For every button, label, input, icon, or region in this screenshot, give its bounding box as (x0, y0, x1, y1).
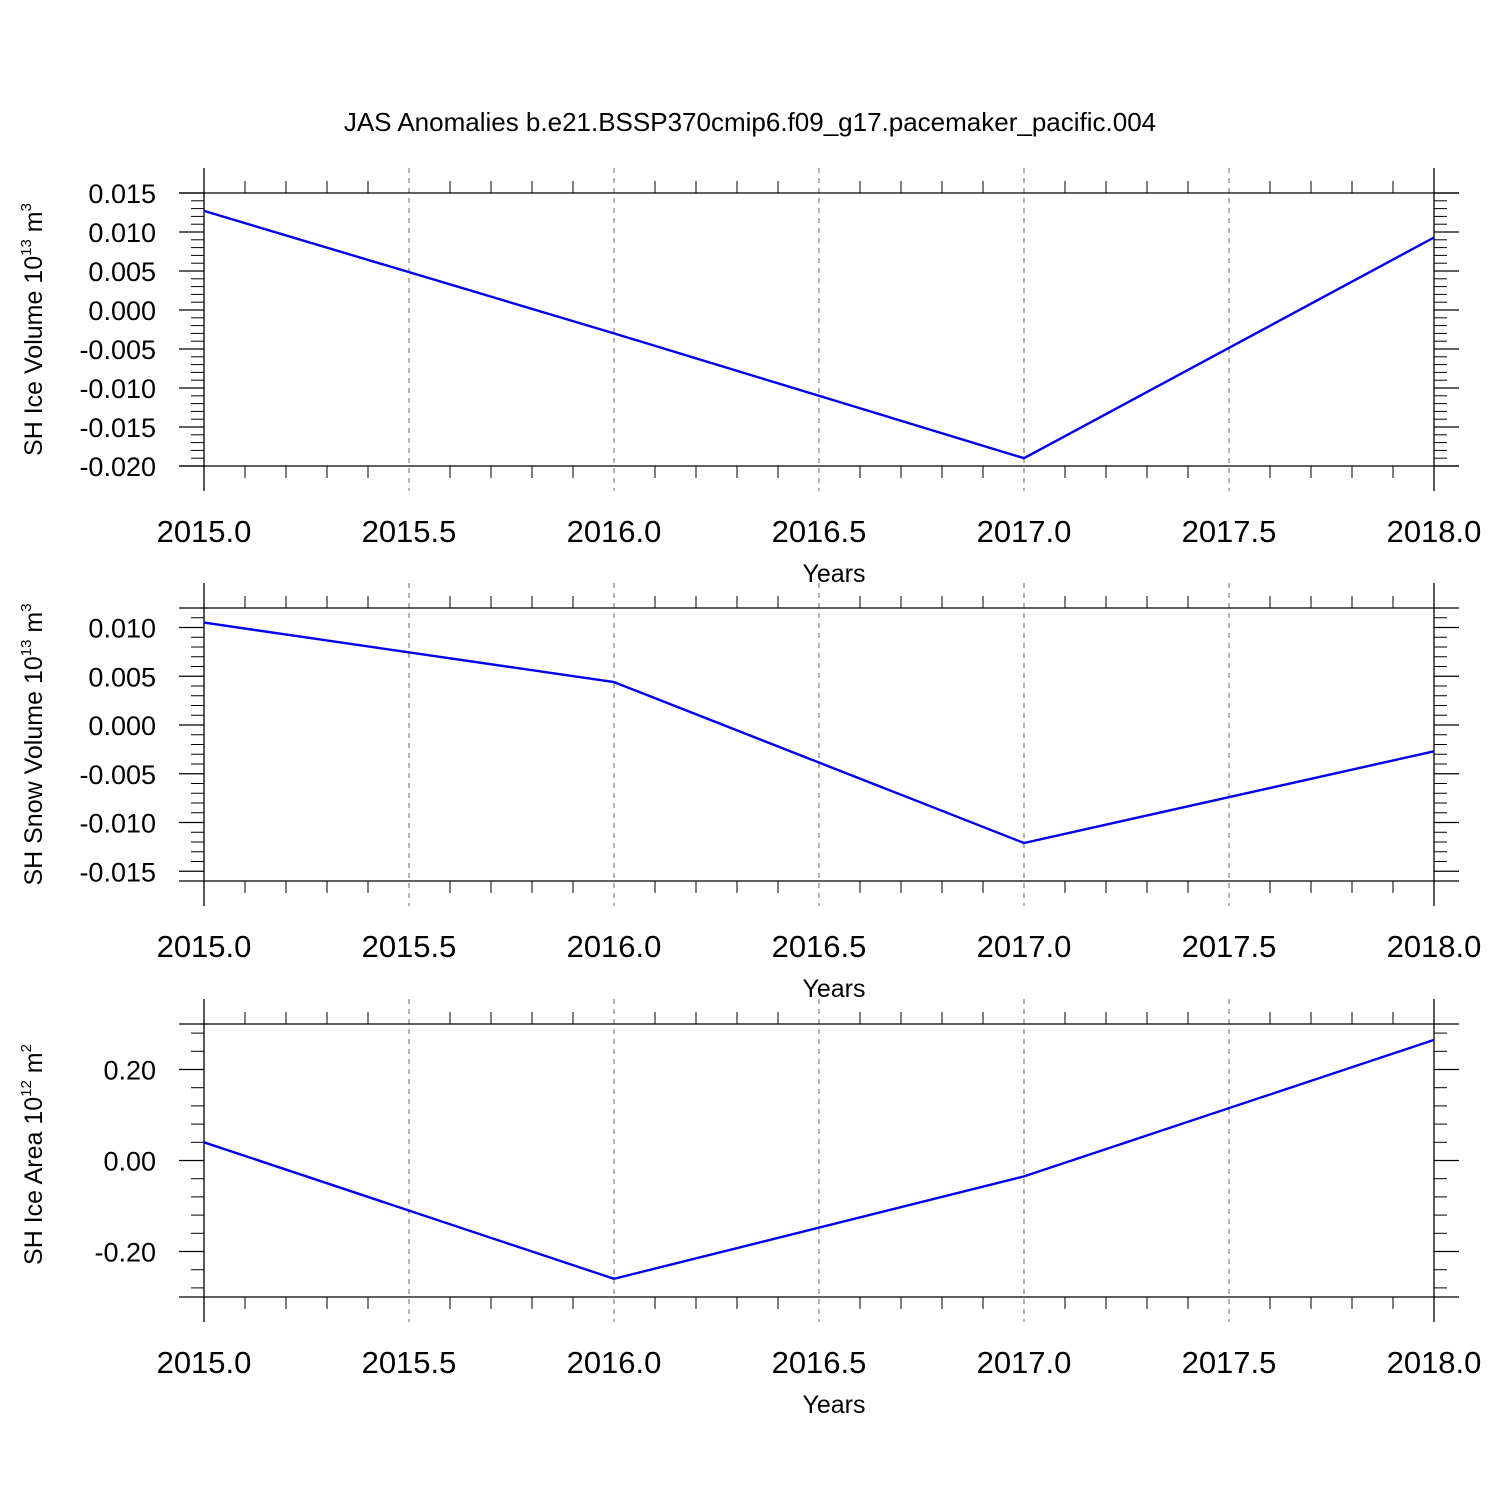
x-tick-label: 2015.0 (157, 1345, 252, 1380)
x-tick-label: 2015.5 (362, 1345, 457, 1380)
x-tick-label: 2017.5 (1182, 514, 1277, 549)
x-tick-label: 2017.5 (1182, 1345, 1277, 1380)
chart-panel-2: 0.010 0.005 0.000 -0.005 -0.010 -0.015 2015.0 2… (18, 583, 1481, 1003)
x-axis-title: Years (802, 975, 865, 1003)
y-tick-label: 0.000 (88, 296, 156, 326)
y-tick-label: 0.010 (88, 614, 156, 644)
y-tick-label: 0.005 (88, 662, 156, 692)
chart-panel-1: 0.015 0.010 0.005 0.000 -0.005 -0.010 -0.015 -0… (18, 168, 1481, 588)
x-tick-label: 2015.5 (362, 929, 457, 964)
series-line-1 (203, 621, 1435, 845)
x-tick-label: 2015.5 (362, 514, 457, 549)
x-tick-label: 2016.5 (772, 1345, 867, 1380)
y-axis-title: SH Snow Volume 1013 m3 (18, 603, 48, 885)
x-tick-label: 2016.5 (772, 929, 867, 964)
x-tick-label: 2015.0 (157, 929, 252, 964)
y-tick-label: -0.010 (79, 809, 156, 839)
x-axis-title: Years (802, 1391, 865, 1419)
y-axis-title: SH Ice Volume 1013 m3 (18, 203, 48, 456)
y-tick-label: 0.00 (103, 1147, 156, 1177)
x-tick-label: 2018.0 (1387, 514, 1482, 549)
y-tick-label: -0.005 (79, 760, 156, 790)
x-tick-label: 2018.0 (1387, 929, 1482, 964)
x-tick-label: 2017.0 (977, 514, 1072, 549)
y-tick-label: -0.020 (79, 452, 156, 482)
x-tick-label: 2017.0 (977, 929, 1072, 964)
y-tick-label: -0.015 (79, 413, 156, 443)
x-tick-label: 2016.0 (567, 514, 662, 549)
x-tick-label: 2017.5 (1182, 929, 1277, 964)
x-tick-label: 2016.0 (567, 1345, 662, 1380)
y-tick-label: 0.20 (103, 1056, 156, 1086)
y-tick-label: -0.005 (79, 335, 156, 365)
x-tick-label: 2015.0 (157, 514, 252, 549)
x-tick-label: 2016.0 (567, 929, 662, 964)
series-line-1 (203, 1038, 1435, 1281)
series-line-1 (203, 209, 1435, 460)
x-tick-label: 2018.0 (1387, 1345, 1482, 1380)
x-axis-title: Years (802, 560, 865, 588)
y-tick-label: 0.000 (88, 711, 156, 741)
y-axis-title: SH Ice Area 1012 m2 (18, 1044, 48, 1265)
x-tick-label: 2017.0 (977, 1345, 1072, 1380)
y-tick-label: -0.010 (79, 374, 156, 404)
y-tick-label: 0.005 (88, 257, 156, 287)
chart-panel-3: 0.20 0.00 -0.20 2015.0 2015.5 2016.0 2016.5 201… (18, 999, 1481, 1419)
y-tick-label: -0.015 (79, 857, 156, 887)
figure-title: JAS Anomalies b.e21.BSSP370cmip6.f09_g17… (344, 107, 1156, 137)
y-tick-label: -0.20 (94, 1238, 156, 1268)
x-tick-label: 2016.5 (772, 514, 867, 549)
panels: 0.015 0.010 0.005 0.000 -0.005 -0.010 -0.015 -0… (18, 168, 1481, 1419)
y-tick-label: 0.015 (88, 179, 156, 209)
y-tick-label: 0.010 (88, 218, 156, 248)
